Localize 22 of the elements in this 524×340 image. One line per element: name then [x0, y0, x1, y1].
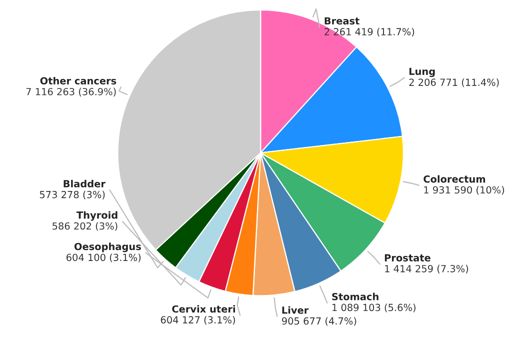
slice-label: Other cancers [40, 76, 116, 84]
data-label: 573 278 (3%) [40, 190, 105, 200]
slice-label: Thyroid [76, 211, 118, 221]
data-label: 2 206 771 (11.4%) [409, 78, 499, 88]
data-label: 1 414 259 (7.3%) [385, 264, 468, 274]
slice-label: Breast [324, 17, 360, 25]
data-label: 7 116 263 (36.9%) [26, 88, 116, 96]
data-label: 586 202 (3%) [52, 222, 118, 231]
slice-label: Cervix uteri [172, 305, 235, 313]
slice-label: Liver [282, 306, 309, 314]
data-label: 604 100 (3.1%) [66, 254, 141, 262]
slice-label: Prostate [384, 254, 430, 262]
slice-label: Stomach [332, 292, 378, 300]
slice-label: Colorectum [424, 175, 486, 183]
slice-label: Oesophagus [74, 242, 141, 252]
slice-label: Lung [409, 68, 435, 78]
data-label: 905 677 (4.7%) [282, 317, 356, 326]
data-label: 604 127 (3.1%) [160, 316, 235, 325]
data-label: 1 931 590 (10%) [424, 186, 504, 195]
data-label: 2 261 419 (11.7%) [324, 28, 414, 37]
data-label: 1 089 103 (5.6%) [332, 304, 416, 312]
slice-label: Bladder [64, 180, 106, 188]
